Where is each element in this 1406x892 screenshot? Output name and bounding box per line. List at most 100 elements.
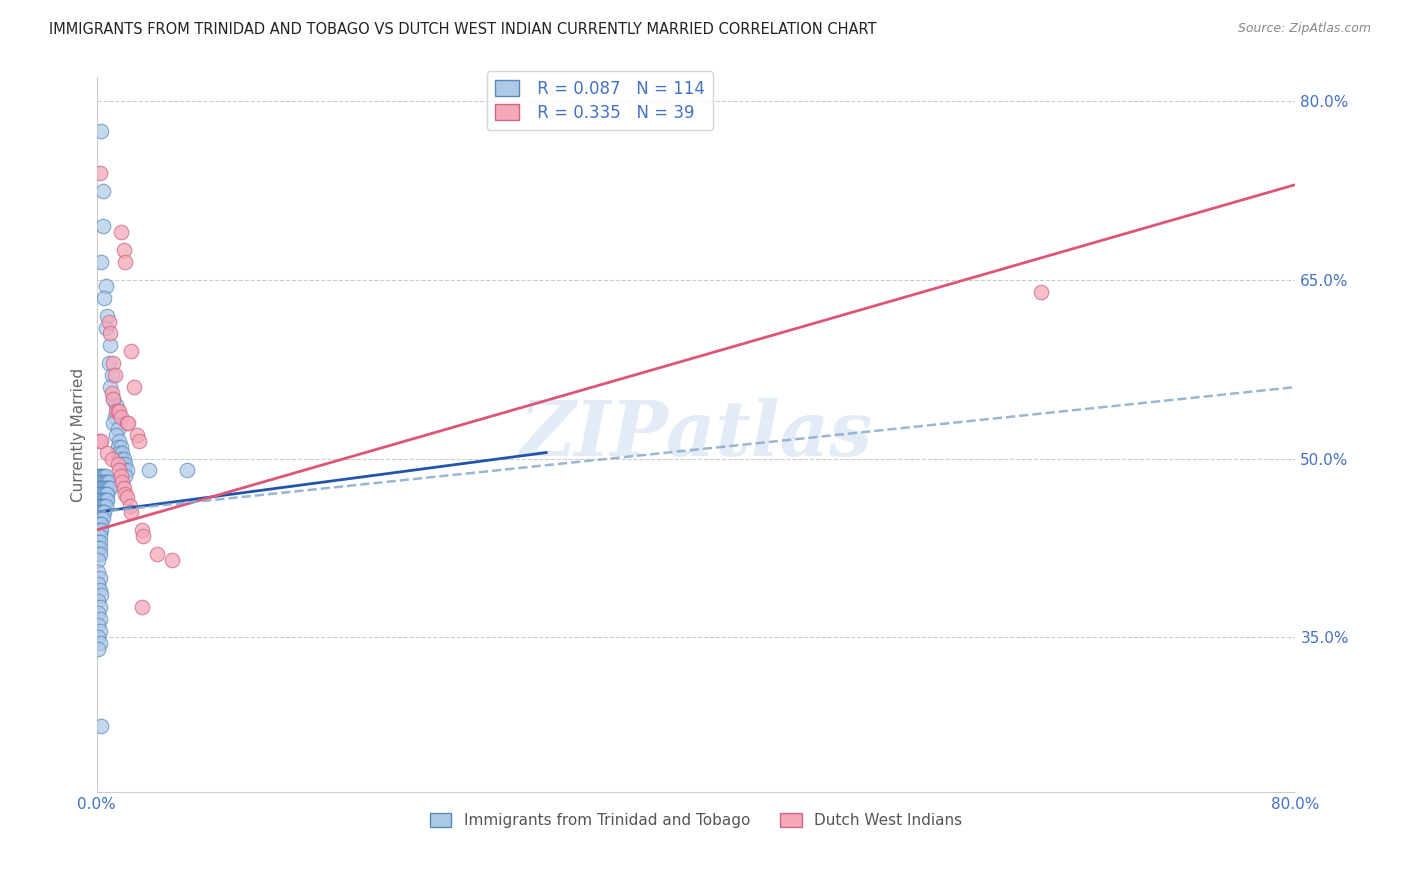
Point [90,499,112,513]
Point [89,571,111,585]
Point [160,553,183,567]
Point [89,636,111,650]
Point [90,523,112,537]
Point [90,719,112,733]
Point [90,505,112,519]
Point [108,434,131,448]
Point [89,469,111,483]
Point [93,481,115,495]
Point [96,445,118,459]
Point [87,499,110,513]
Point [110,440,132,454]
Point [87,594,110,608]
Point [94,499,117,513]
Point [90,487,112,501]
Point [114,458,136,472]
Point [90,434,112,448]
Point [107,422,129,436]
Point [94,487,117,501]
Point [101,392,124,406]
Point [131,600,153,615]
Point [115,463,138,477]
Point [114,487,136,501]
Point [89,505,111,519]
Text: ZIPatlas: ZIPatlas [519,398,873,472]
Point [96,493,118,508]
Point [90,475,112,490]
Point [87,511,110,525]
Point [87,529,110,543]
Point [87,534,110,549]
Point [90,481,112,495]
Point [110,409,132,424]
Point [96,309,118,323]
Point [115,416,138,430]
Point [89,582,111,597]
Point [87,505,110,519]
Point [101,416,124,430]
Point [93,475,115,490]
Point [112,243,135,257]
Point [93,469,115,483]
Point [87,523,110,537]
Point [97,481,120,495]
Point [120,344,142,359]
Point [93,291,115,305]
Point [117,416,139,430]
Point [89,612,111,626]
Point [87,630,110,644]
Point [107,458,129,472]
Point [145,547,167,561]
Point [94,320,117,334]
Point [89,481,111,495]
Y-axis label: Currently Married: Currently Married [72,368,86,502]
Point [89,434,111,448]
Point [89,166,111,180]
Point [87,565,110,579]
Point [93,493,115,508]
Point [108,445,131,459]
Point [91,499,114,513]
Point [89,529,111,543]
Point [111,445,134,459]
Point [91,184,114,198]
Point [87,516,110,531]
Point [127,427,149,442]
Point [87,607,110,621]
Point [101,356,124,370]
Point [87,642,110,657]
Point [94,278,117,293]
Point [94,493,117,508]
Point [114,469,136,483]
Point [122,380,145,394]
Point [128,434,150,448]
Point [90,124,112,138]
Point [89,516,111,531]
Point [90,516,112,531]
Point [89,600,111,615]
Point [87,541,110,555]
Point [87,487,110,501]
Point [112,481,135,495]
Point [87,547,110,561]
Point [87,618,110,632]
Point [96,487,118,501]
Point [87,469,110,483]
Point [104,409,127,424]
Point [120,505,142,519]
Point [91,493,114,508]
Point [89,624,111,639]
Point [105,398,128,412]
Text: IMMIGRANTS FROM TRINIDAD AND TOBAGO VS DUTCH WEST INDIAN CURRENTLY MARRIED CORRE: IMMIGRANTS FROM TRINIDAD AND TOBAGO VS D… [49,22,877,37]
Point [114,255,136,269]
Point [101,392,124,406]
Point [89,487,111,501]
Point [97,475,120,490]
Point [91,481,114,495]
Point [100,451,122,466]
Point [131,523,153,537]
Point [97,356,120,370]
Point [94,469,117,483]
Point [89,523,111,537]
Point [87,475,110,490]
